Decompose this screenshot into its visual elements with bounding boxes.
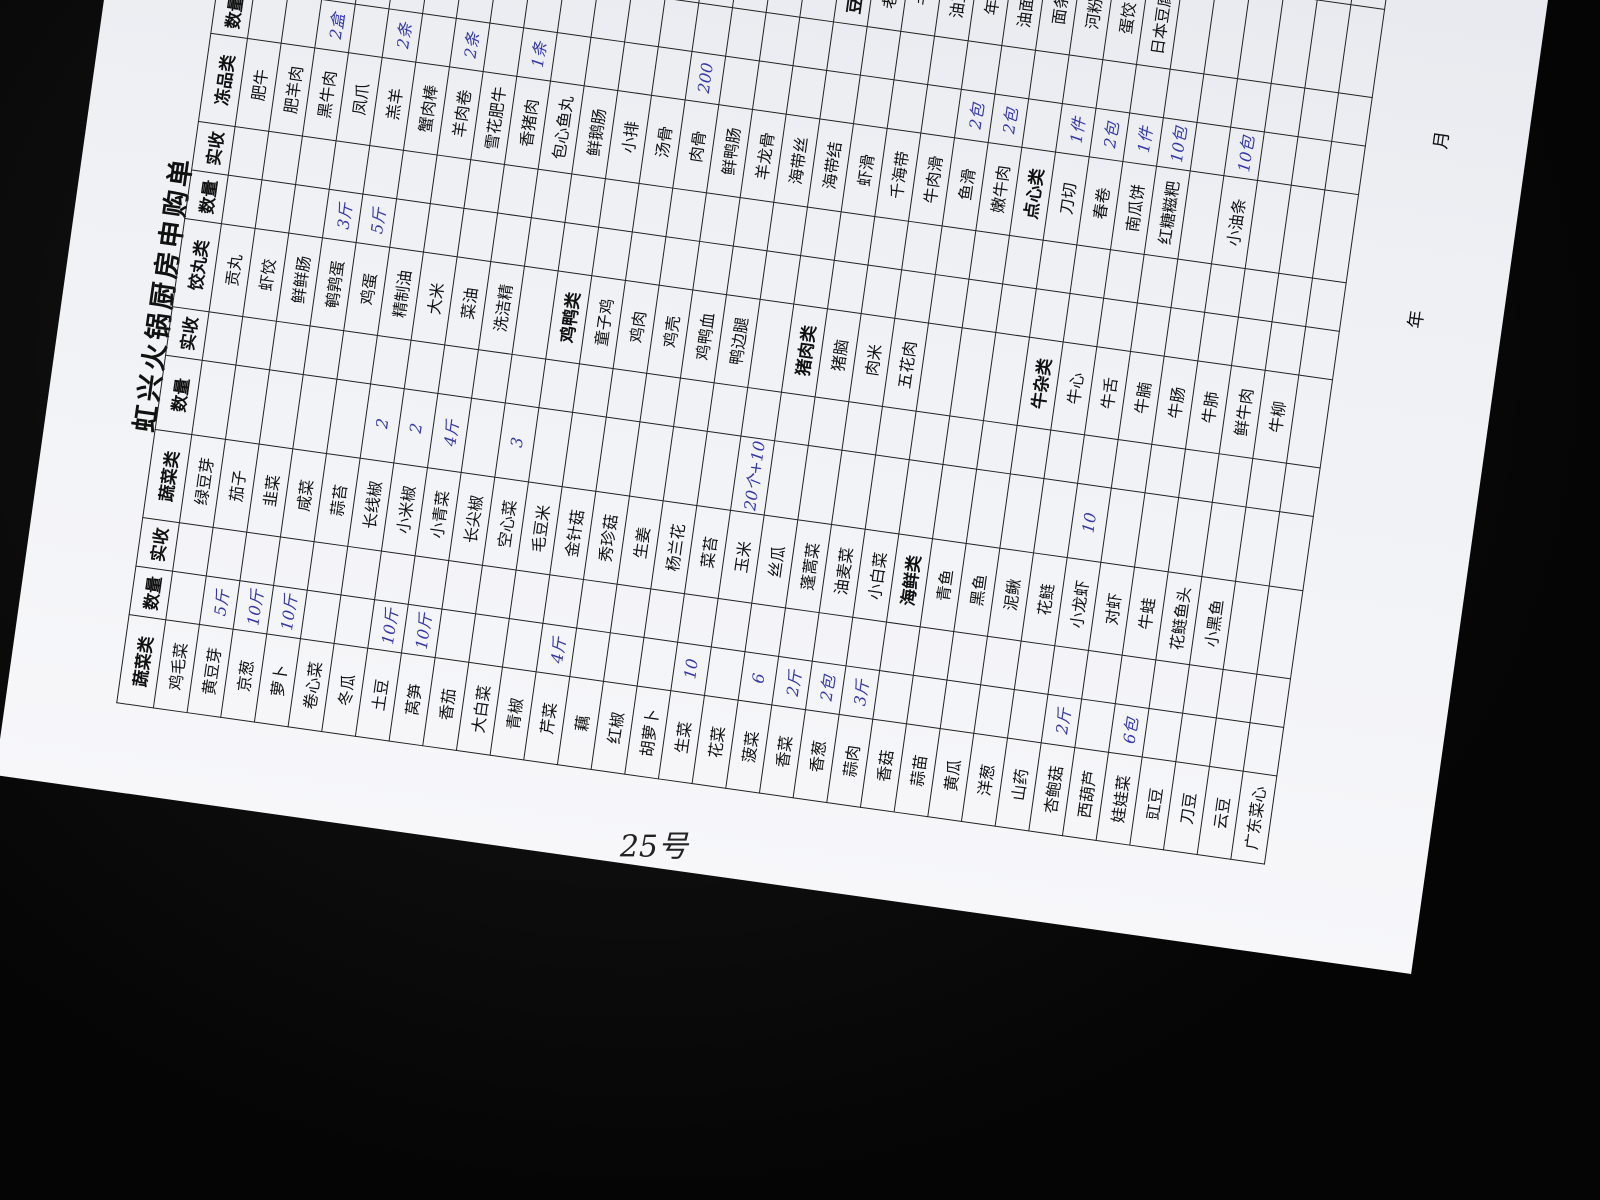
- empty-cell: [1298, 326, 1340, 380]
- empty-cell: [1249, 674, 1291, 728]
- date-label: 年: [1405, 309, 1429, 330]
- date-label: 月: [1430, 129, 1454, 151]
- paper-sheet: 虹兴火锅厨房申购单 蔬菜类数量实收蔬菜类数量实收饺丸类数量实收冻品类数量实收水发…: [0, 0, 1572, 975]
- empty-cell: [1305, 277, 1347, 332]
- handwritten-note: 25号: [619, 829, 689, 865]
- empty-cell: [1324, 141, 1366, 195]
- date-line: 年月日: [1401, 0, 1480, 330]
- table-body: 蔬菜类数量实收蔬菜类数量实收饺丸类数量实收冻品类数量实收水发类数量实收鸡毛菜绿豆…: [116, 0, 1398, 865]
- purchase-table: 蔬菜类数量实收蔬菜类数量实收饺丸类数量实收冻品类数量实收水发类数量实收鸡毛菜绿豆…: [116, 0, 1399, 865]
- empty-cell: [1279, 463, 1321, 517]
- empty-cell: [1331, 92, 1373, 146]
- empty-cell: [1243, 722, 1284, 776]
